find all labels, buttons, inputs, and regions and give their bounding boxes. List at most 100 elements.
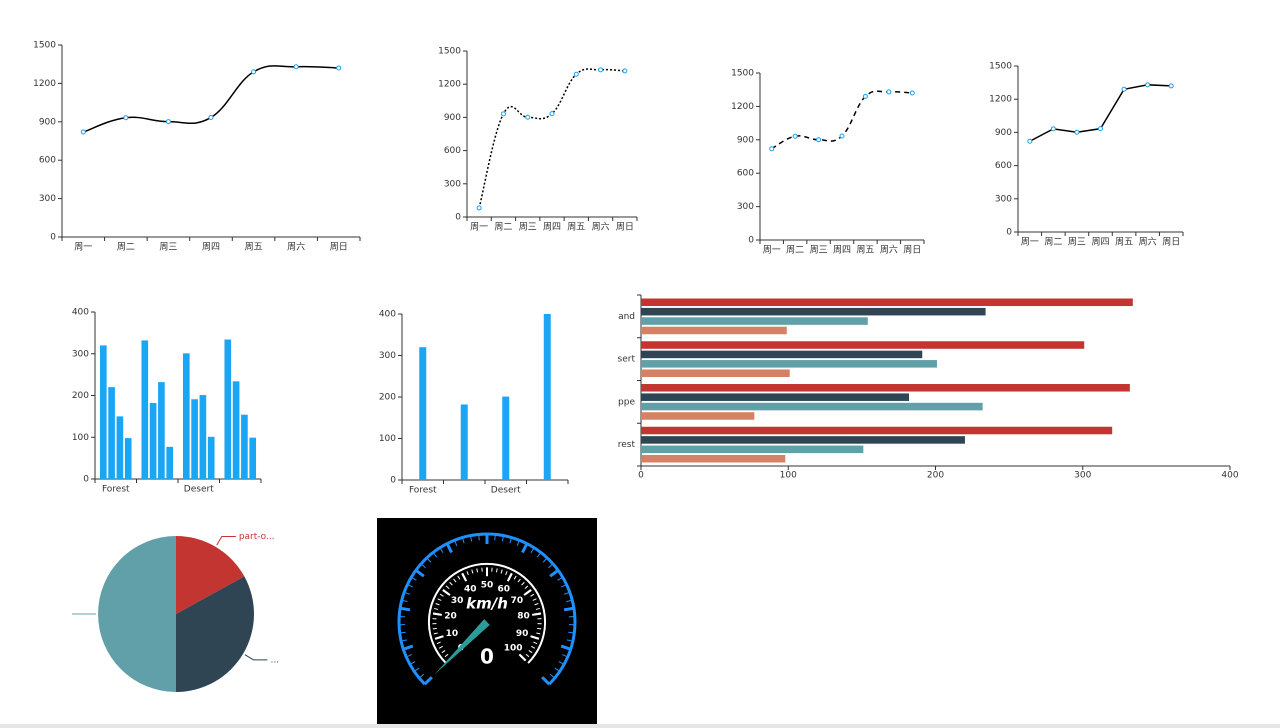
y-tick-label: 600 (444, 146, 461, 156)
point (500, 111, 506, 117)
y-tick-label: 1200 (438, 80, 461, 90)
pie-slice (176, 536, 245, 614)
gauge-outer-tick (413, 667, 420, 672)
x-tick-label: 周日 (616, 222, 634, 233)
gauge-tick-label: 100 (504, 644, 523, 654)
bar (141, 340, 149, 479)
gauge-minor-tick (466, 571, 469, 576)
bar (641, 326, 787, 335)
gauge-outer-tick (402, 644, 414, 651)
bar (641, 426, 1113, 435)
gauge-outer-tick (404, 591, 411, 595)
point (598, 67, 604, 73)
y-tick-label: 400 (72, 308, 89, 318)
x-tick-label: 周五 (245, 242, 263, 253)
point (476, 205, 482, 211)
gauge-outer-tick (407, 584, 414, 588)
x-tick-label: 周六 (287, 241, 305, 253)
bar (166, 446, 174, 479)
point (1027, 138, 1033, 144)
point (165, 119, 171, 125)
gauge-tick (434, 635, 444, 640)
gauge-minor-tick (533, 641, 538, 645)
gauge-outer-tick (461, 537, 465, 544)
y-tick-label: 1500 (731, 69, 754, 79)
x-tick-label: 周四 (1091, 237, 1109, 248)
pie-label: ... (270, 655, 279, 665)
bar (641, 436, 965, 444)
x-tick-label: 周三 (159, 242, 177, 253)
x-tick-label: 400 (1221, 471, 1238, 481)
gauge-outer-tick (566, 639, 573, 642)
gauge-tick-label: 70 (511, 596, 524, 606)
y-tick-label: 600 (995, 161, 1012, 171)
y-tick-label: 900 (444, 113, 461, 123)
gauge-outer-tick (549, 569, 560, 578)
bar (543, 314, 551, 480)
y-tick-label: 1500 (438, 47, 461, 57)
y-tick-label: 1500 (989, 62, 1012, 72)
x-tick-label: 周五 (567, 222, 585, 233)
gauge-minor-tick (528, 650, 533, 654)
gauge-tick (532, 612, 542, 616)
gauge-outer-tick (557, 576, 563, 581)
point (1121, 86, 1127, 92)
y-tick-label: 100 (72, 433, 89, 443)
bar (641, 384, 1130, 392)
gauge-tick (523, 589, 532, 596)
gauge-minor-tick (439, 593, 444, 597)
gauge-outer-tick (406, 654, 412, 658)
bar (641, 298, 1133, 307)
gauge-outer-tick (494, 534, 496, 541)
point (862, 93, 868, 99)
y-tick-label: 0 (50, 233, 56, 243)
x-tick-label: 周一 (1021, 237, 1039, 248)
bar (641, 350, 923, 359)
y-tick-label: 900 (995, 128, 1012, 138)
bar (241, 414, 248, 479)
bar (182, 353, 190, 479)
gauge-outer-tick (530, 547, 535, 554)
x-tick-label: 100 (780, 471, 797, 481)
y-tick-label: 1200 (33, 79, 56, 89)
x-tick-label: 周日 (330, 242, 348, 253)
gauge-outer-tick (541, 676, 551, 686)
x-tick-label: 200 (927, 471, 944, 481)
y-tick-label: 1200 (989, 95, 1012, 105)
bar (99, 345, 107, 479)
gauge-tick (518, 653, 527, 662)
gauge-outer-tick (548, 563, 554, 569)
gauge-outer-tick (478, 534, 480, 541)
gauge-tick-label: 60 (498, 585, 511, 595)
y-tick-label: 600 (39, 156, 56, 166)
gauge-outer-tick (563, 606, 575, 612)
y-tick-label: 200 (72, 391, 89, 401)
bar (641, 307, 986, 316)
gauge-tick (530, 635, 540, 640)
x-tick-label: Desert (184, 485, 214, 495)
bar (224, 339, 232, 479)
y-tick-label: 600 (737, 169, 754, 179)
gauge-value: 0 (480, 645, 494, 669)
x-tick-label: 周日 (903, 245, 921, 256)
y-tick-label: 400 (379, 310, 396, 320)
gauge-minor-tick (476, 568, 479, 573)
gauge-minor-tick (434, 607, 439, 610)
point (816, 137, 822, 143)
y-tick-label: 1200 (731, 102, 754, 112)
gauge-minor-tick (532, 598, 537, 601)
x-tick-label: 300 (1074, 471, 1091, 481)
label-line (216, 536, 236, 546)
gauge-outer-tick (563, 591, 570, 595)
gauge-outer-tick (542, 557, 548, 563)
point (573, 71, 579, 77)
y-tick-label: 0 (748, 236, 754, 246)
gauge-tick (461, 572, 468, 582)
x-tick-label: 周一 (470, 222, 488, 233)
gauge-minor-tick (531, 645, 536, 649)
gauge-outer-tick (549, 673, 556, 679)
gauge-minor-tick (537, 627, 542, 630)
y-tick-label: sert (618, 355, 636, 365)
line (1029, 84, 1172, 142)
